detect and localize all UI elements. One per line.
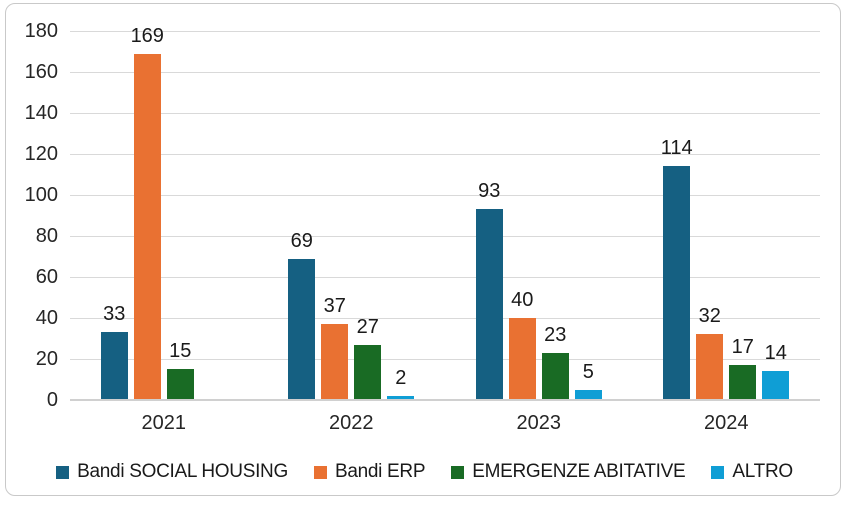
bar-bandi-erp-2023 — [508, 318, 536, 399]
bar-emergenze-abitative-2023 — [541, 352, 569, 399]
bar-value-label: 69 — [290, 229, 313, 252]
gridline — [70, 71, 820, 73]
bar-value-label: 14 — [764, 342, 787, 365]
gridline — [70, 235, 820, 237]
gridline — [70, 317, 820, 319]
legend-label: Bandi SOCIAL HOUSING — [77, 461, 288, 482]
legend-swatch-icon — [451, 465, 465, 479]
y-axis-tick-label: 180 — [24, 20, 58, 42]
bar-altro-2024 — [762, 371, 790, 399]
y-axis-tick-label: 20 — [35, 348, 58, 370]
bar-altro-2023 — [574, 389, 602, 399]
bar-bandi-social-housing-2023 — [475, 209, 503, 399]
bar-bandi-social-housing-2022 — [288, 258, 316, 399]
bar-bandi-erp-2022 — [321, 324, 349, 399]
gridline — [70, 30, 820, 32]
bar-value-label: 23 — [544, 323, 567, 346]
legend-label: EMERGENZE ABITATIVE — [472, 461, 686, 482]
y-axis-tick-label: 60 — [35, 266, 58, 288]
bar-value-label: 33 — [103, 303, 126, 326]
legend-item-bandi-erp: Bandi ERP — [313, 461, 426, 482]
legend-item-altro: ALTRO — [711, 461, 793, 482]
bar-emergenze-abitative-2024 — [729, 365, 757, 399]
bar-bandi-erp-2021 — [133, 53, 161, 399]
bar-value-label: 5 — [582, 360, 594, 383]
x-axis-category-label: 2021 — [141, 412, 187, 434]
bar-value-label: 27 — [356, 315, 379, 338]
bar-value-label: 15 — [169, 340, 192, 363]
gridline — [70, 112, 820, 114]
bar-value-label: 2 — [395, 366, 407, 389]
x-axis-line — [70, 399, 820, 401]
gridline — [70, 358, 820, 360]
legend-swatch-icon — [56, 465, 70, 479]
x-axis-category-label: 2023 — [516, 412, 562, 434]
legend-item-bandi-social-housing: Bandi SOCIAL HOUSING — [56, 462, 288, 482]
gridline — [70, 276, 820, 278]
bar-value-label: 93 — [478, 180, 501, 203]
bar-value-label: 40 — [511, 289, 534, 311]
gridline — [70, 153, 820, 155]
legend-label: Bandi ERP — [334, 461, 426, 482]
legend-swatch-icon — [313, 465, 327, 479]
bar-bandi-social-housing-2024 — [663, 166, 691, 399]
bar-value-label: 32 — [698, 305, 721, 328]
legend: Bandi SOCIAL HOUSING Bandi ERP EMERGENZE A… — [0, 462, 849, 482]
bar-value-label: 17 — [731, 336, 754, 359]
y-axis-tick-label: 160 — [24, 61, 58, 83]
x-axis-category-label: 2022 — [329, 412, 374, 434]
y-axis-tick-label: 40 — [35, 307, 58, 329]
legend-label: ALTRO — [732, 461, 793, 482]
bar-bandi-social-housing-2021 — [100, 332, 128, 399]
legend-item-emergenze-abitative: EMERGENZE ABITATIVE — [451, 461, 686, 482]
bar-bandi-erp-2024 — [696, 334, 724, 399]
bar-emergenze-abitative-2021 — [166, 369, 194, 399]
y-axis-tick-label: 0 — [46, 389, 58, 411]
y-axis-tick-label: 140 — [24, 102, 58, 124]
y-axis-tick-label: 80 — [35, 225, 58, 247]
bar-altro-2022 — [387, 395, 415, 399]
gridline — [70, 194, 820, 196]
y-axis-tick-label: 100 — [24, 184, 58, 206]
x-axis-category-label: 2024 — [704, 412, 749, 434]
bar-emergenze-abitative-2022 — [354, 344, 382, 399]
legend-swatch-icon — [711, 465, 725, 479]
bar-value-label: 114 — [660, 137, 693, 160]
y-axis-tick-label: 120 — [24, 143, 58, 165]
bar-value-label: 37 — [323, 295, 346, 318]
bar-value-label: 169 — [130, 24, 164, 47]
